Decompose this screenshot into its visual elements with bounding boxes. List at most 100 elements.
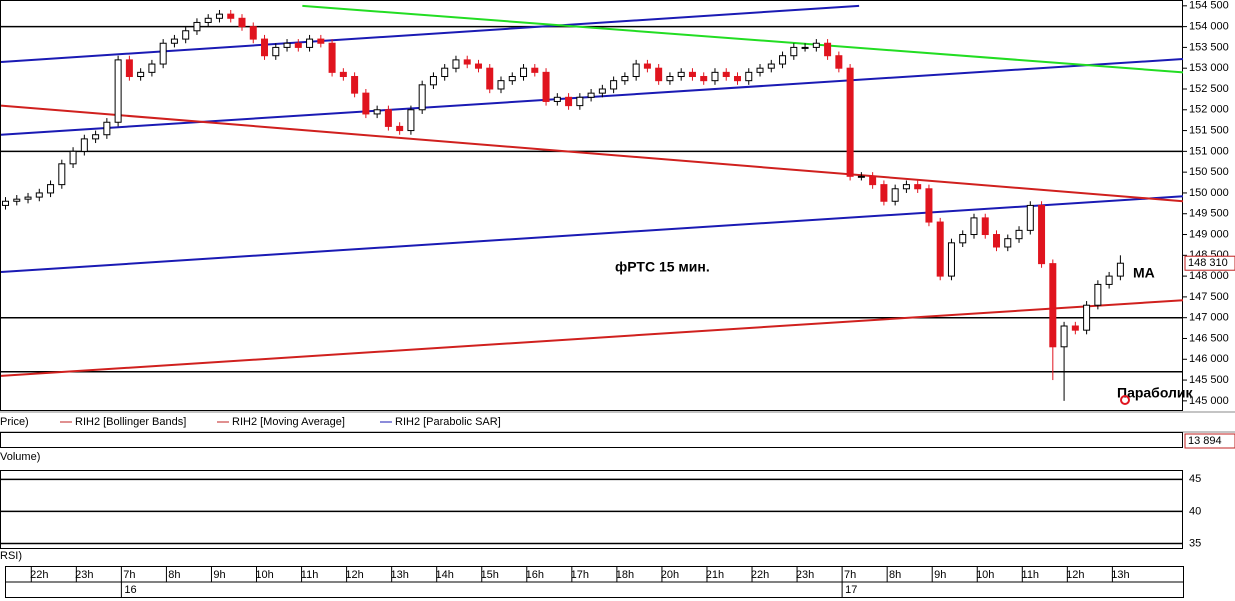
x-tick-label: 10h [976,569,994,581]
y-tick-label: 154 500 [1189,0,1229,12]
candle-body [1105,275,1113,285]
candle-body [779,55,787,65]
x-tick-label: 8h [168,569,180,581]
x-tick-label: 20h [661,569,679,581]
candle-body [373,109,381,115]
candle-body [981,217,989,236]
candle-body [1071,325,1079,331]
candle-body [553,96,561,102]
volume-label: 13 894 [1188,435,1222,447]
candle-body [801,46,809,49]
candle-body [497,80,505,90]
candle-body [2,200,10,206]
annotation: MA [1133,265,1155,281]
candle-body [24,196,32,200]
candle-body [531,67,539,73]
candle-body [13,198,21,202]
candle-body [339,71,347,78]
day-label: 17 [845,584,857,596]
candle-body [47,184,55,194]
panel-label: RSI) [0,550,22,562]
candle-body [666,76,674,82]
candle-body [993,234,1001,248]
candle-body [722,71,730,78]
candle-body [655,67,663,82]
y-tick-label: 147 500 [1189,291,1229,303]
y-tick-label: 153 500 [1189,41,1229,53]
candle-body [745,71,753,82]
price-box [1184,255,1235,271]
rsi-tick-label: 40 [1189,505,1201,517]
trend-line [0,299,1184,377]
candle-body [69,150,77,165]
legend-item: RIH2 [Bollinger Bands] [75,416,186,428]
candle-body [328,42,336,73]
candle-body [452,59,460,69]
candle-body [835,55,843,69]
x-tick-label: 12h [1066,569,1084,581]
x-tick-label: 13h [1111,569,1129,581]
candle-body [1015,229,1023,240]
candle-body [643,63,651,69]
candle-body [441,67,449,78]
trend-line [0,195,1184,273]
y-tick-label: 152 000 [1189,104,1229,116]
candle-body [384,109,392,127]
candle-body [869,175,877,186]
candle-body [711,71,719,82]
candle-body [137,71,145,78]
candle-body [565,96,573,107]
candle-body [1049,263,1057,348]
candle-body [936,221,944,277]
day-label: 16 [124,584,136,596]
marker [1120,395,1130,405]
x-tick-label: 9h [213,569,225,581]
candle-body [80,138,88,152]
candle-body [193,21,201,32]
x-tick-label: 16h [526,569,544,581]
candle-body [824,42,832,57]
candle-body [159,42,167,65]
candle-body [1026,204,1034,231]
y-tick-label: 146 000 [1189,353,1229,365]
trend-line [302,4,1184,74]
candle-body [677,71,685,78]
candle-body [215,13,223,19]
candle-body [58,163,66,186]
x-tick-label: 12h [345,569,363,581]
candle-body [857,175,865,178]
x-tick-label: 13h [390,569,408,581]
trend-line [0,104,1184,203]
trend-line [0,4,860,63]
y-tick-label: 150 000 [1189,187,1229,199]
price-panel [0,0,1183,411]
candle-body [182,30,190,40]
candle-body [1038,204,1046,265]
candle-body [125,59,133,78]
candle-body [576,96,584,107]
x-tick-label: 7h [123,569,135,581]
candle-body [204,17,212,23]
x-tick-label: 14h [436,569,454,581]
candle-body [238,17,246,28]
x-tick-label: 11h [1022,569,1040,581]
candle-body [790,46,798,57]
candle-body [35,192,43,198]
y-tick-label: 150 500 [1189,166,1229,178]
candle-body [261,38,269,57]
y-tick-label: 154 000 [1189,21,1229,33]
candle-body [947,242,955,277]
rsi-tick-label: 45 [1189,473,1201,485]
candle-body [970,217,978,236]
candle-body [914,184,922,190]
candle-body [227,13,235,19]
candle-body [846,67,854,177]
x-tick-label: 21h [706,569,724,581]
candle-body [1094,283,1102,306]
candle-body [880,184,888,202]
y-tick-label: 149 500 [1189,208,1229,220]
y-tick-label: 152 500 [1189,83,1229,95]
x-tick-label: 22h [30,569,48,581]
x-tick-label: 23h [75,569,93,581]
